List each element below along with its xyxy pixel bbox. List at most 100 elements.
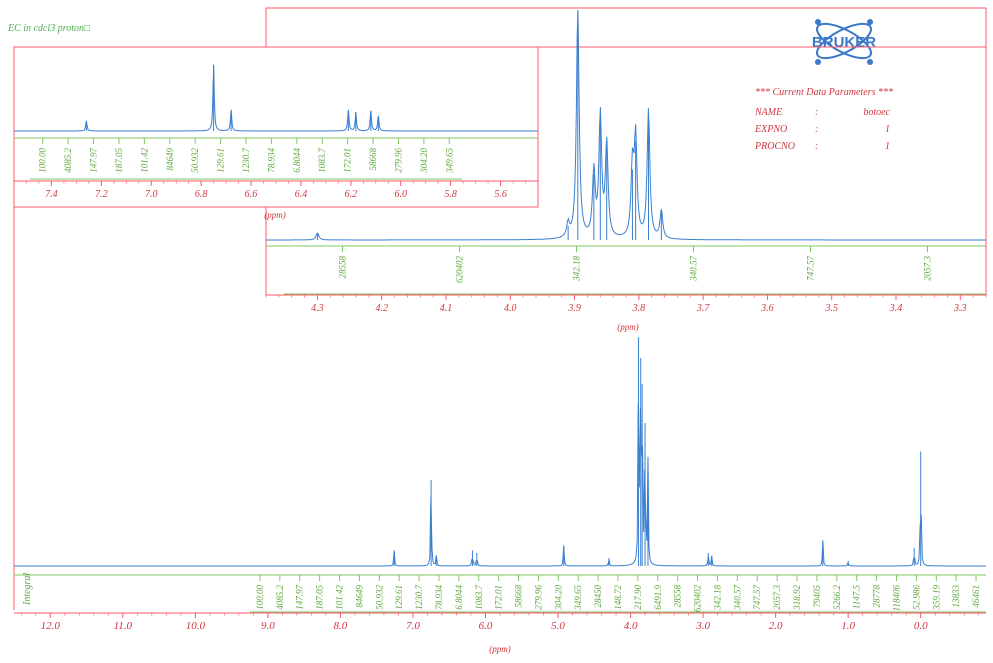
- main-tick-label-10: 2.0: [769, 620, 783, 632]
- main-tick-label-6: 6.0: [479, 620, 493, 632]
- inset-aliphatic-tick-label-6: 3.7: [696, 303, 711, 314]
- bruker-logo-text: BRUKER: [812, 34, 876, 51]
- main-integral-label-14: 279.96: [533, 585, 543, 610]
- inset-aliphatic-integral-label-1: 620402: [455, 256, 465, 284]
- param-procno-value: 1: [885, 141, 890, 152]
- inset-aliphatic-integral-label-5: 2057.3: [923, 256, 933, 281]
- inset-aromatic-tick-label-7: 6.0: [395, 189, 408, 200]
- main-tick-label-12: 0.0: [914, 620, 928, 632]
- inset-aromatic-integral-label-2: 147.97: [89, 148, 99, 173]
- main-tick-label-9: 3.0: [695, 620, 710, 632]
- inset-aromatic-xlabel: (ppm): [264, 210, 286, 220]
- main-integral-label-21: 28558: [673, 585, 683, 608]
- inset-aliphatic-tick-label-4: 3.9: [567, 303, 581, 314]
- inset-aromatic-tick-label-9: 5.6: [494, 189, 507, 200]
- main-tick-label-4: 8.0: [334, 620, 348, 632]
- param-expno-label: EXPNO: [754, 124, 787, 135]
- inset-aromatic-integral-label-5: 84649: [165, 148, 175, 171]
- inset-aromatic-integral-label-13: 58668: [368, 148, 378, 171]
- main-integral-label-29: 5266.2: [832, 585, 842, 610]
- inset-aromatic-spectrum: 100.00 4085.2 147.97 187.05 101.42 84649 50.93…: [13, 64, 539, 200]
- param-name-value: botoec: [863, 107, 890, 118]
- param-name-sep: :: [815, 107, 818, 118]
- inset-aliphatic-integral-label-0: 28558: [338, 256, 348, 279]
- inset-aliphatic-integral-label-2: 342.18: [572, 256, 582, 282]
- inset-aromatic-tick-label-5: 6.4: [295, 189, 308, 200]
- main-xlabel: (ppm): [489, 644, 511, 654]
- inset-aliphatic-tick-label-10: 3.3: [953, 303, 967, 314]
- inset-aliphatic-integral-label-4: 747.57: [806, 256, 816, 281]
- inset-aromatic-integral-label-11: 1083.7: [317, 148, 327, 173]
- main-tick-label-8: 4.0: [624, 620, 638, 632]
- main-integral-label-24: 340.57: [732, 585, 742, 611]
- param-procno-label: PROCNO: [754, 141, 795, 152]
- main-tick-label-3: 9.0: [261, 620, 275, 632]
- data-parameters-block: *** Current Data Parameters *** NAME : b…: [754, 87, 893, 152]
- main-integral-label-1: 4085.2: [275, 585, 285, 610]
- main-integral-label-0: 100.00: [255, 585, 265, 610]
- inset-aromatic-tick-label-2: 7.0: [145, 189, 158, 200]
- inset-aliphatic-xlabel: (ppm): [617, 322, 639, 332]
- inset-aliphatic-tick-label-3: 4.0: [504, 303, 517, 314]
- inset-aromatic-integral-label-4: 101.42: [139, 148, 149, 173]
- inset-aromatic-integral-label-1: 4085.2: [63, 148, 73, 173]
- main-integral-label-25: 747.57: [752, 585, 762, 610]
- main-integral-label-18: 148.72: [613, 585, 623, 610]
- main-integral-label-16: 349.65: [573, 585, 583, 611]
- main-integral-label-7: 129.61: [394, 585, 404, 610]
- bruker-logo: BRUKER: [812, 19, 876, 65]
- inset-aromatic-tick-label-0: 7.4: [45, 189, 58, 200]
- sample-title: EC in cdcl3 proton□: [7, 23, 90, 34]
- main-tick-label-0: 12.0: [41, 620, 61, 632]
- main-integral-label-10: 6.8044: [454, 585, 464, 610]
- inset-aromatic-integral-label-0: 100.00: [38, 148, 48, 173]
- main-integral-label-6: 50.932: [374, 585, 384, 610]
- parameters-heading: *** Current Data Parameters ***: [755, 87, 893, 98]
- main-tick-label-11: 1.0: [841, 620, 855, 632]
- param-procno-sep: :: [815, 141, 818, 152]
- main-integral-label-15: 304.20: [553, 585, 563, 611]
- main-integral-label-32: 118406: [891, 585, 901, 612]
- main-integral-label-36: 46461: [971, 585, 981, 608]
- inset-aromatic-integral-label-7: 129.61: [216, 148, 226, 173]
- inset-aliphatic-integral-label-3: 340.57: [689, 256, 699, 282]
- main-integral-label-30: 1147.5: [852, 585, 862, 610]
- inset-aromatic-integral-label-10: 6.8044: [292, 148, 302, 173]
- main-integral-label-12: 172.01: [494, 585, 504, 610]
- main-integral-label-34: 359.19: [931, 585, 941, 611]
- inset-aromatic-tick-label-1: 7.2: [95, 189, 108, 200]
- main-spectrum-line: [14, 403, 986, 567]
- main-integral-label-9: 78.934: [434, 585, 444, 610]
- inset-aromatic-frame: [13, 46, 539, 208]
- main-integral-label-26: 2057.3: [772, 585, 782, 610]
- inset-aromatic-integral-label-15: 304.20: [419, 148, 429, 174]
- inset-aliphatic-tick-label-0: 4.3: [311, 303, 324, 314]
- inset-aliphatic-spectrum: 28558 620402 342.18 340.57 747.57 2057.3 4.3 4.…: [265, 9, 987, 314]
- main-integral-label-27: 318.92: [792, 585, 802, 611]
- inset-aromatic-integral-label-12: 172.01: [343, 148, 353, 173]
- main-integral-label-11: 1083.7: [474, 585, 484, 610]
- main-integral-label-17: 28450: [593, 585, 603, 608]
- param-expno-value: 1: [885, 124, 890, 135]
- inset-aromatic-tick-label-4: 6.6: [245, 189, 258, 200]
- inset-aromatic-integral-label-8: 1230.7: [241, 148, 251, 173]
- main-integral-label-22: 620402: [693, 585, 703, 613]
- inset-aromatic-integral-label-6: 50.932: [190, 148, 200, 173]
- main-tick-label-2: 10.0: [186, 620, 206, 632]
- main-integral-label-3: 187.05: [315, 585, 325, 610]
- main-integral-label-4: 101.42: [335, 585, 345, 610]
- main-integral-label-31: 28778: [872, 585, 882, 608]
- inset-aromatic-integral-label-14: 279.96: [393, 148, 403, 173]
- main-integral-label-5: 84649: [354, 585, 364, 608]
- main-spectrum: 100.00 4085.2 147.97 187.05 101.42 84649 50.93…: [14, 337, 986, 632]
- main-integral-label-19: 217.90: [633, 585, 643, 610]
- param-name-label: NAME: [754, 107, 782, 118]
- inset-aliphatic-tick-label-2: 4.1: [440, 303, 453, 314]
- inset-aromatic-tick-label-8: 5.8: [444, 189, 457, 200]
- inset-aromatic-integral-label-3: 187.05: [114, 148, 124, 173]
- main-tick-label-5: 7.0: [406, 620, 420, 632]
- inset-aromatic-spectrum-line: [14, 65, 538, 132]
- inset-aromatic-integral-label-16: 349.65: [444, 148, 454, 174]
